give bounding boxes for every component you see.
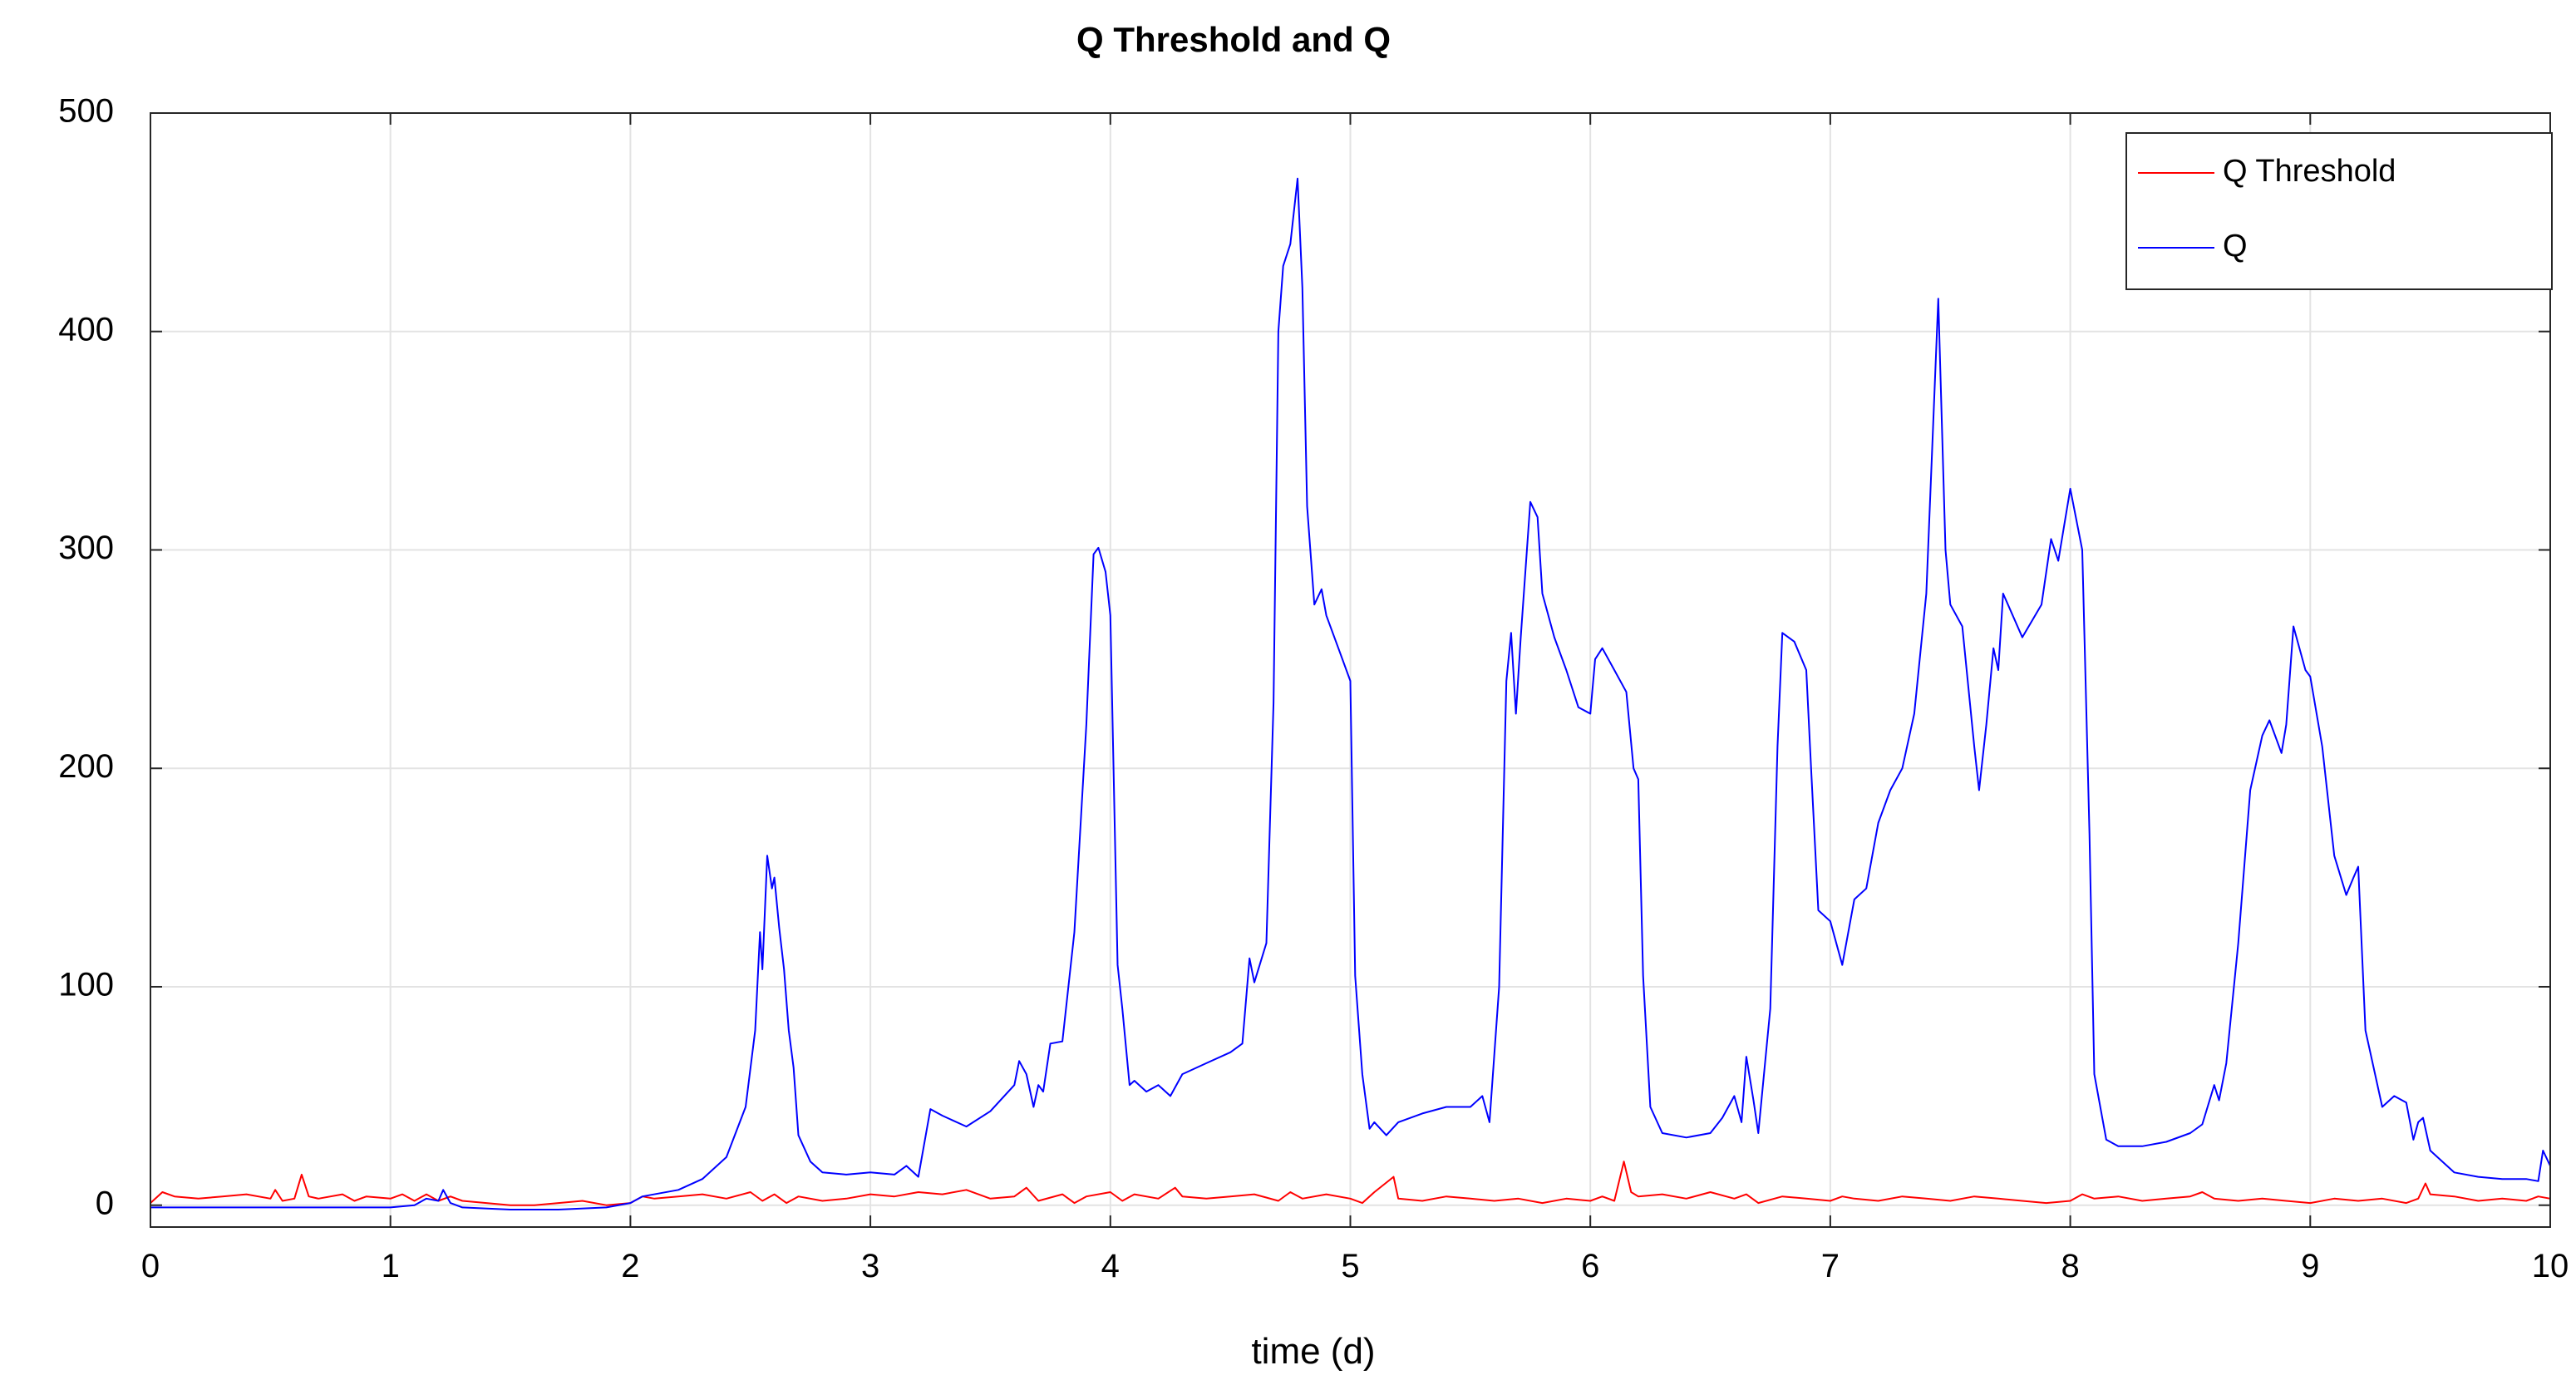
y-tick-label: 100 [58,967,114,1003]
x-tick-label: 9 [2301,1248,2319,1284]
x-tick-label: 4 [1101,1248,1120,1284]
y-tick-label: 0 [96,1185,114,1221]
legend-box [2125,132,2553,290]
legend: Q Threshold Q [2125,132,2553,290]
x-tick-label: 10 [2532,1248,2569,1284]
y-tick-label: 400 [58,311,114,347]
x-tick-label: 3 [861,1248,879,1284]
y-tick-label: 500 [58,93,114,130]
y-tick-label: 300 [58,530,114,566]
x-tick-label: 0 [141,1248,160,1284]
x-tick-label: 8 [2061,1248,2079,1284]
x-axis-label: time (d) [1251,1331,1375,1372]
chart-title: Q Threshold and Q [1076,20,1391,59]
legend-label-q: Q [2223,229,2248,264]
x-tick-label: 6 [1581,1248,1599,1284]
x-tick-label: 7 [1821,1248,1840,1284]
series-line-q-threshold [150,1161,2551,1206]
x-tick-label: 2 [621,1248,639,1284]
x-tick-label: 1 [382,1248,400,1284]
series-line-q [150,177,2551,1210]
grid [150,113,2550,1227]
series-layer [150,177,2551,1210]
y-tick-label: 200 [58,748,114,785]
x-tick-label: 5 [1341,1248,1359,1284]
legend-label-q-threshold: Q Threshold [2223,154,2396,189]
